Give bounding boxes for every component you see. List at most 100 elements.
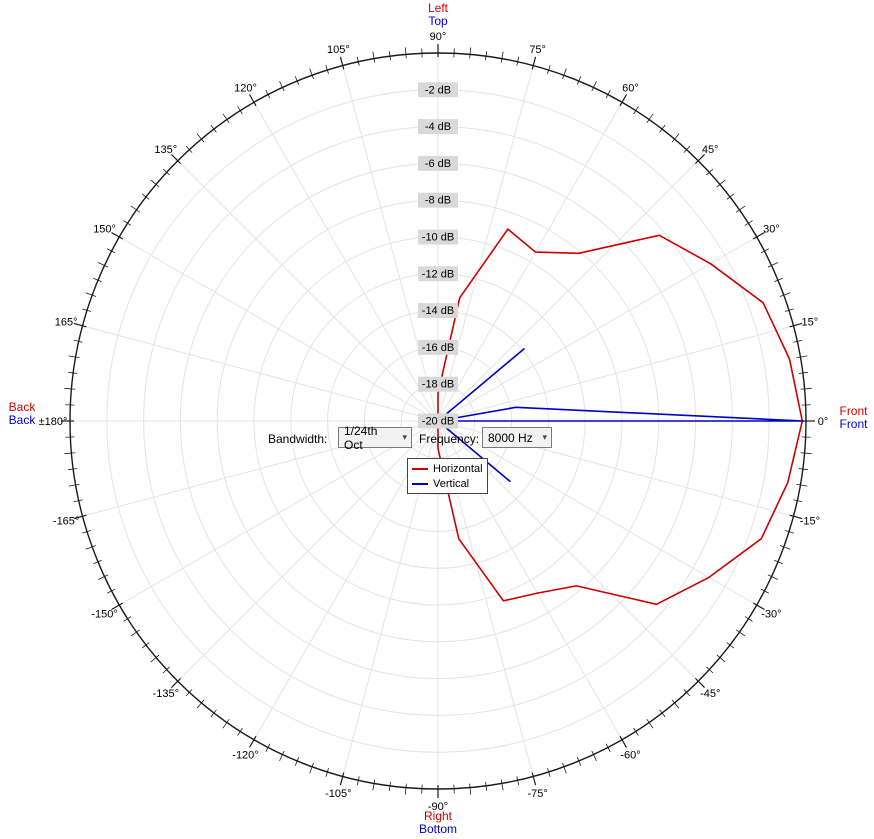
db-label: -6 dB (425, 158, 451, 170)
angle-label: -30° (761, 609, 781, 621)
polar-tick (170, 153, 182, 165)
polar-tick (744, 220, 753, 226)
angle-label: -90° (428, 801, 448, 813)
bandwidth-label: Bandwidth: (268, 432, 328, 446)
polar-tick (196, 133, 205, 143)
legend: Horizontal Vertical (407, 458, 488, 494)
polar-tick (68, 468, 78, 471)
frequency-selected-value: 8000 Hz (488, 430, 533, 445)
polar-tick (93, 277, 102, 283)
db-label-bg (418, 155, 458, 171)
frequency-select[interactable]: 8000 Hz ▾ (482, 427, 552, 448)
angle-label: -135° (153, 688, 179, 700)
polar-tick (793, 499, 803, 503)
polar-tick (798, 371, 808, 374)
bandwidth-selected-value: 1/24th Oct (344, 423, 378, 452)
polar-tick (735, 205, 746, 213)
polar-tick (531, 772, 537, 786)
bottom-axis-secondary-label: Bottom (418, 822, 458, 836)
db-label: -20 dB (422, 416, 454, 428)
polar-tick (185, 689, 193, 697)
angle-label: -45° (700, 688, 720, 700)
polar-tick (248, 735, 257, 748)
polar-tick (796, 483, 808, 487)
polar-tick (265, 743, 271, 753)
series-vertical-curve (437, 348, 805, 483)
polar-tick (372, 51, 376, 63)
polar-tick (97, 574, 109, 580)
legend-label-vertical: Vertical (433, 477, 470, 490)
legend-item-horizontal: Horizontal (412, 461, 483, 476)
polar-tick (789, 322, 803, 328)
polar-tick (73, 514, 87, 520)
right-axis-secondary-label: Front (839, 417, 868, 431)
polar-tick (591, 80, 597, 92)
polar-tick (619, 735, 628, 748)
polar-tick (82, 530, 91, 534)
legend-label-horizontal: Horizontal (433, 462, 483, 475)
angle-label: 0° (818, 416, 829, 428)
polar-tick (196, 699, 205, 709)
top-axis-secondary-label: Top (428, 14, 448, 28)
db-label-bg (418, 266, 458, 282)
polar-tick (716, 654, 726, 663)
polar-tick (671, 133, 680, 143)
polar-tick (744, 616, 753, 622)
polar-tick (309, 68, 314, 80)
polar-tick (800, 452, 812, 455)
polar-tick (404, 47, 407, 59)
db-label-bg (418, 339, 458, 355)
polar-tick (97, 262, 109, 268)
polar-tick (162, 168, 170, 176)
angle-label: 45° (702, 144, 719, 156)
angle-label: 90° (430, 31, 447, 43)
angle-label: 30° (763, 224, 780, 236)
angle-label: 15° (802, 316, 819, 328)
polar-tick (85, 292, 97, 297)
angle-label: ±180° (39, 416, 68, 428)
polar-tick (633, 727, 639, 736)
polar-tick (779, 292, 791, 297)
bandwidth-select[interactable]: 1/24th Oct ▾ (338, 424, 412, 452)
polar-tick (694, 153, 706, 165)
db-label-bg (418, 376, 458, 392)
polar-tick (73, 499, 83, 503)
polar-tick (562, 68, 567, 80)
polar-tick (735, 629, 746, 637)
polar-tick (339, 772, 345, 786)
polar-tick (793, 339, 803, 343)
polar-tick (796, 355, 808, 359)
db-label: -2 dB (425, 84, 451, 96)
polar-tick (388, 51, 391, 61)
db-label-bg (418, 303, 458, 319)
right-axis-primary-label: Front (839, 404, 868, 418)
db-label: -12 dB (422, 268, 454, 280)
polar-tick (516, 776, 520, 786)
polar-tick (659, 124, 666, 133)
polar-tick (123, 220, 132, 226)
polar-tick (73, 339, 83, 343)
polar-tick (64, 387, 76, 390)
polar-tick (162, 666, 170, 674)
db-label-bg (418, 229, 458, 245)
polar-tick (760, 248, 770, 254)
polar-tick (372, 779, 376, 791)
polar-tick (659, 709, 666, 718)
polar-tick (774, 277, 783, 283)
polar-tick (789, 514, 803, 520)
polar-tick (356, 56, 360, 66)
polar-tick (605, 743, 611, 753)
right-axis-labels: Front Front (835, 405, 872, 431)
db-label-bg (418, 192, 458, 208)
db-label: -14 dB (422, 305, 454, 317)
db-label-bg (418, 119, 458, 135)
polar-tick (248, 94, 257, 107)
polar-tick (141, 642, 150, 649)
polar-tick (294, 76, 300, 85)
polar-tick (73, 322, 87, 328)
angle-label: 150° (93, 224, 116, 236)
db-label: -10 dB (422, 232, 454, 244)
polar-tick (531, 56, 537, 70)
polar-tick (265, 89, 271, 99)
